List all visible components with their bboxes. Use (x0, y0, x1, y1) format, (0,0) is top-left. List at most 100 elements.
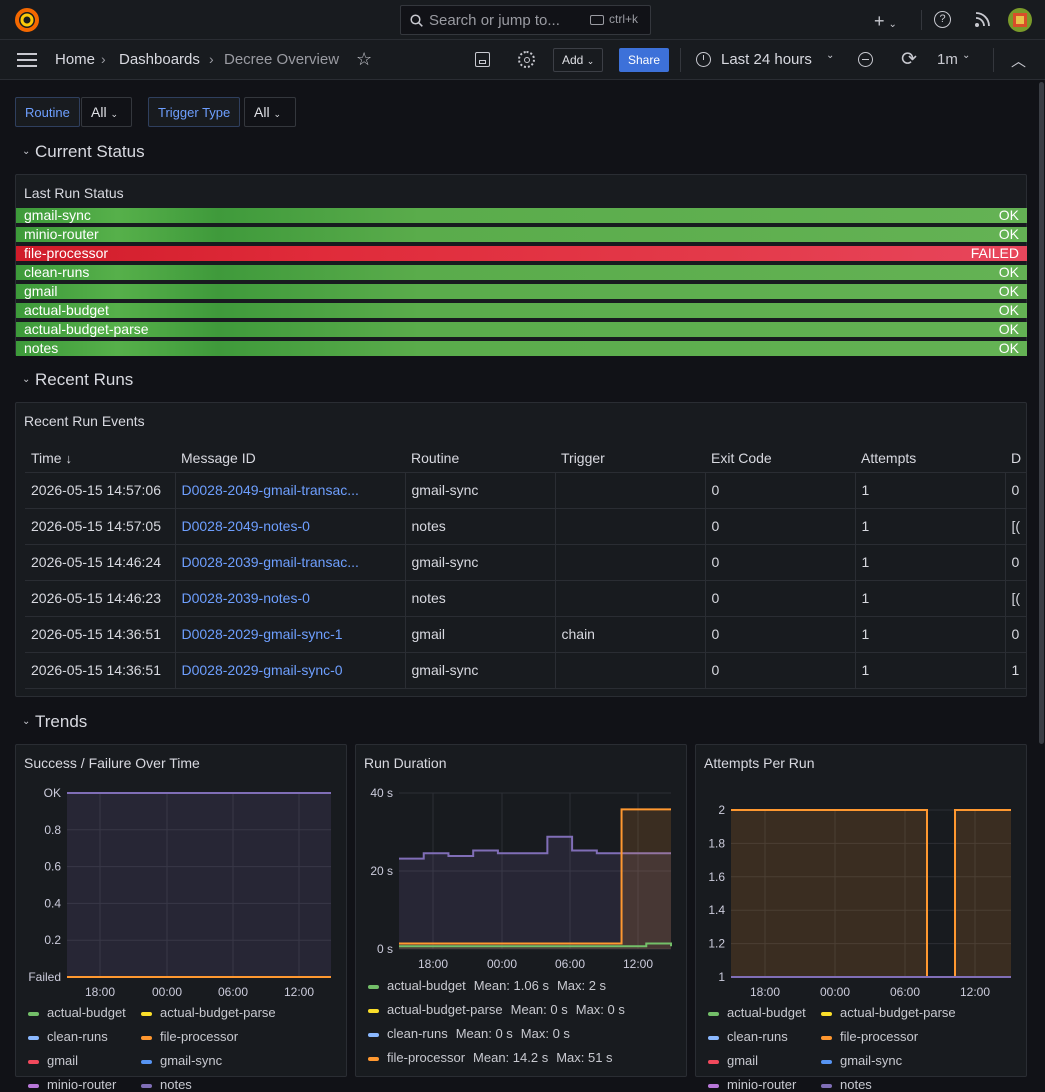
legend-item-notes[interactable]: notes (141, 1077, 192, 1092)
cell-message-id[interactable]: D0028-2029-gmail-sync-1 (175, 616, 406, 653)
cell-attempts: 1 (855, 616, 1006, 653)
add-button[interactable]: Add ⌄ (553, 48, 604, 72)
column-header-routine[interactable]: Routine (405, 444, 555, 473)
user-avatar[interactable] (1008, 8, 1032, 32)
series-line-actual-budget[interactable] (399, 942, 672, 948)
help-icon[interactable]: ? (934, 11, 951, 28)
grafana-logo-icon[interactable] (14, 7, 40, 36)
column-header-message-id[interactable]: Message ID (175, 444, 405, 473)
time-range-picker[interactable]: Last 24 hours (721, 51, 812, 68)
breadcrumb-current: Decree Overview (224, 51, 340, 68)
star-icon[interactable]: ☆ (356, 49, 373, 69)
events-table-body: 2026-05-15 14:57:06 D0028-2049-gmail-tran… (25, 472, 1026, 689)
legend-item-minio-router[interactable]: minio-router (28, 1077, 116, 1092)
series-line-file-processor[interactable] (399, 808, 671, 945)
column-header-trigger[interactable]: Trigger (555, 444, 705, 473)
legend-item-gmail-sync[interactable]: gmail-sync (821, 1053, 902, 1068)
status-bar-file-processor[interactable]: file-processor FAILED (16, 246, 1027, 261)
legend-item-actual-budget-parse[interactable]: actual-budget-parse (821, 1005, 956, 1020)
panel-title: Success / Failure Over Time (24, 755, 200, 771)
row-collapse-chevron-icon[interactable]: ⌄ (22, 374, 31, 385)
status-bar-minio-router[interactable]: minio-router OK (16, 227, 1027, 242)
new-plus-icon[interactable]: + ⌄ (874, 11, 897, 31)
menu-icon[interactable] (17, 53, 37, 67)
legend-item-notes[interactable]: notes (821, 1077, 872, 1092)
status-bar-notes[interactable]: notes OK (16, 341, 1027, 356)
table-row[interactable]: 2026-05-15 14:36:51 D0028-2029-gmail-sync… (25, 652, 1026, 689)
variable-trigger-type-select[interactable]: All ⌄ (244, 97, 296, 127)
row-title-trends[interactable]: Trends (35, 712, 88, 731)
legend-item-actual-budget[interactable]: actual-budget (28, 1005, 126, 1020)
legend-item-clean-runs[interactable]: clean-runs (708, 1029, 788, 1044)
table-row[interactable]: 2026-05-15 14:46:24 D0028-2039-gmail-tran… (25, 544, 1026, 581)
cell-attempts: 1 (855, 508, 1006, 545)
series-line-notes[interactable] (399, 835, 671, 860)
status-bar-value: FAILED (970, 245, 1019, 261)
legend-item-file-processor[interactable]: file-processor (821, 1029, 918, 1044)
legend-item-gmail[interactable]: gmail (28, 1053, 78, 1068)
column-header-exit-code[interactable]: Exit Code (705, 444, 855, 473)
cell-message-id[interactable]: D0028-2049-gmail-transac... (175, 472, 406, 509)
breadcrumb-home[interactable]: Home (55, 51, 96, 68)
settings-gear-icon[interactable] (518, 51, 535, 68)
legend-item-gmail-sync[interactable]: gmail-sync (141, 1053, 222, 1068)
table-row[interactable]: 2026-05-15 14:57:05 D0028-2049-notes-0 not… (25, 508, 1026, 545)
column-header-d[interactable]: D (1005, 444, 1026, 473)
share-button[interactable]: Share (619, 48, 670, 72)
table-row[interactable]: 2026-05-15 14:36:51 D0028-2029-gmail-sync… (25, 616, 1026, 653)
column-header-time[interactable]: Time ↓ (25, 444, 175, 473)
chevron-down-icon[interactable]: ⌄ (962, 50, 971, 61)
status-bar-gmail-sync[interactable]: gmail-sync OK (16, 208, 1027, 223)
collapse-chevron-up-icon[interactable]: ︿ (1011, 53, 1027, 70)
cell-message-id[interactable]: D0028-2049-notes-0 (175, 508, 406, 545)
breadcrumb-dashboards[interactable]: Dashboards (119, 51, 200, 68)
cell-message-id[interactable]: D0028-2039-gmail-transac... (175, 544, 406, 581)
legend-swatch (368, 984, 379, 989)
y-tick-label: 1.4 (708, 903, 725, 917)
news-rss-icon[interactable] (974, 10, 992, 31)
status-bar-clean-runs[interactable]: clean-runs OK (16, 265, 1027, 280)
refresh-icon[interactable]: ⟳ (901, 49, 917, 70)
legend-item-clean-runs[interactable]: clean-runs (28, 1029, 108, 1044)
status-bar-gmail[interactable]: gmail OK (16, 284, 1027, 299)
row-collapse-chevron-icon[interactable]: ⌄ (22, 716, 31, 727)
search-input[interactable]: Search or jump to... ctrl+k (400, 5, 651, 35)
series-area-file-processor (399, 809, 671, 949)
legend-item-actual-budget[interactable]: actual-budget (708, 1005, 806, 1020)
variable-routine-select[interactable]: All ⌄ (81, 97, 132, 127)
legend-max: Max: 51 s (556, 1050, 613, 1065)
legend-item-actual-budget-parse[interactable]: actual-budget-parse Mean: 0 s Max: 0 s (368, 1002, 625, 1017)
add-button-label: Add (562, 53, 584, 67)
legend-item-clean-runs[interactable]: clean-runs Mean: 0 s Max: 0 s (368, 1026, 570, 1041)
y-tick-label: 40 s (370, 786, 393, 800)
column-header-attempts[interactable]: Attempts (855, 444, 1005, 473)
legend-item-gmail[interactable]: gmail (708, 1053, 758, 1068)
row-title-recent-runs[interactable]: Recent Runs (35, 370, 134, 389)
cell-trigger (555, 652, 706, 689)
row-collapse-chevron-icon[interactable]: ⌄ (22, 146, 31, 157)
scrollbar[interactable] (1039, 82, 1044, 744)
y-tick-label: OK (44, 786, 61, 800)
save-icon[interactable] (475, 52, 490, 67)
row-title-current-status[interactable]: Current Status (35, 142, 145, 161)
legend-swatch (141, 1059, 152, 1064)
legend-item-actual-budget-parse[interactable]: actual-budget-parse (141, 1005, 276, 1020)
zoom-out-icon[interactable] (858, 52, 873, 67)
legend-item-actual-budget[interactable]: actual-budget Mean: 1.06 s Max: 2 s (368, 978, 606, 993)
status-bar-actual-budget[interactable]: actual-budget OK (16, 303, 1027, 318)
series-line-file-processor[interactable] (731, 809, 1011, 978)
breadcrumb-separator-icon: › (101, 51, 106, 67)
legend-item-file-processor[interactable]: file-processor (141, 1029, 238, 1044)
refresh-interval-picker[interactable]: 1m (937, 51, 958, 68)
status-bar-name: file-processor (24, 245, 109, 261)
table-row[interactable]: 2026-05-15 14:57:06 D0028-2049-gmail-tran… (25, 472, 1026, 509)
cell-message-id[interactable]: D0028-2029-gmail-sync-0 (175, 652, 406, 689)
variable-trigger-type-label: Trigger Type (148, 97, 241, 127)
table-row[interactable]: 2026-05-15 14:46:23 D0028-2039-notes-0 not… (25, 580, 1026, 617)
legend-item-minio-router[interactable]: minio-router (708, 1077, 796, 1092)
cell-message-id[interactable]: D0028-2039-notes-0 (175, 580, 406, 617)
chevron-down-icon[interactable]: ⌄ (826, 50, 835, 61)
keyboard-icon (590, 15, 604, 25)
legend-item-file-processor[interactable]: file-processor Mean: 14.2 s Max: 51 s (368, 1050, 613, 1065)
status-bar-actual-budget-parse[interactable]: actual-budget-parse OK (16, 322, 1027, 337)
